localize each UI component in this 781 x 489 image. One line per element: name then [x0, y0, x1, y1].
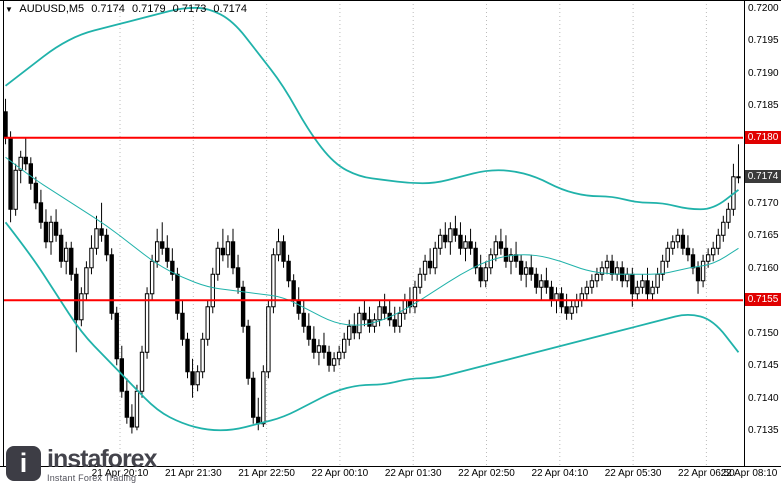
ohlc-low: 0.7173 [172, 3, 207, 15]
watermark-tagline: Instant Forex Trading [47, 473, 137, 483]
time-label: 21 Apr 20:10 [91, 468, 149, 479]
price-level-badge: 0.7180 [745, 130, 781, 144]
time-scale[interactable]: 21 Apr 20:10 21 Apr 21:30 21 Apr 22:50 22 A… [0, 468, 781, 484]
watermark-brand: instaforex [47, 445, 157, 473]
logo-letter: i [19, 448, 28, 478]
symbol-period-label: AUDUSD,M5 [19, 3, 85, 15]
band-upper [4, 6, 740, 211]
price-tick: 0.7195 [748, 35, 779, 47]
instaforex-watermark: i instaforex Instant Forex Trading [6, 445, 157, 484]
chart-shift-marker-icon: ▼ [5, 5, 13, 14]
ohlc-high: 0.7179 [131, 3, 166, 15]
ohlc-close: 0.7174 [213, 3, 248, 15]
watermark-text: instaforex Instant Forex Trading [47, 445, 157, 484]
price-tick: 0.7150 [748, 327, 779, 339]
price-tick: 0.7135 [748, 425, 779, 437]
price-level-badge: 0.7155 [745, 293, 781, 307]
time-label: 21 Apr 21:30 [164, 468, 222, 479]
price-tick: 0.7170 [748, 197, 779, 209]
time-label: 22 Apr 01:30 [384, 468, 442, 479]
current-price-badge: 0.7174 [745, 169, 781, 183]
time-label: 22 Apr 02:50 [458, 468, 515, 479]
price-scale[interactable]: 0.7200 0.7195 0.7190 0.7185 0.7170 0.7165 0.71… [744, 0, 781, 466]
ohlc-open: 0.7174 [91, 3, 125, 15]
time-label: 22 Apr 06:50 [678, 468, 735, 479]
band-middle [5, 156, 739, 326]
price-tick: 0.7145 [748, 360, 779, 372]
price-tick: 0.7165 [748, 230, 779, 242]
price-tick: 0.7160 [748, 262, 779, 274]
time-label: 22 Apr 00:10 [311, 468, 369, 479]
time-label: 22 Apr 05:30 [604, 468, 662, 479]
time-label: 21 Apr 22:50 [238, 468, 295, 479]
instaforex-logo-icon: i [6, 446, 41, 481]
price-tick: 0.7185 [748, 100, 779, 112]
price-tick: 0.7200 [748, 2, 779, 14]
band-lower [4, 221, 740, 432]
time-label: 22 Apr 08:10 [720, 468, 778, 479]
chart-ohlc-header: ▼ AUDUSD,M5 0.7174 0.7179 0.7173 0.7174 [5, 3, 251, 15]
price-tick: 0.7190 [748, 67, 779, 79]
price-tick: 0.7140 [748, 392, 779, 404]
time-label: 22 Apr 04:10 [531, 468, 589, 479]
